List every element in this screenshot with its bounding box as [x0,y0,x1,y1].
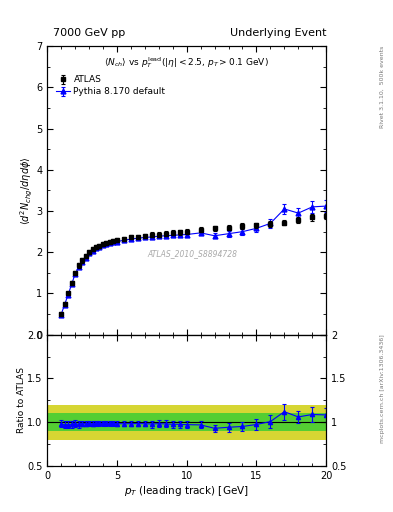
Legend: ATLAS, Pythia 8.170 default: ATLAS, Pythia 8.170 default [55,74,167,98]
Y-axis label: Ratio to ATLAS: Ratio to ATLAS [17,367,26,433]
Text: mcplots.cern.ch [arXiv:1306.3436]: mcplots.cern.ch [arXiv:1306.3436] [380,335,385,443]
Bar [47,413,326,431]
Y-axis label: $\langle d^2 N_{chg}/d\eta d\phi \rangle$: $\langle d^2 N_{chg}/d\eta d\phi \rangle… [18,156,35,225]
Text: Rivet 3.1.10,  500k events: Rivet 3.1.10, 500k events [380,46,385,129]
Text: ATLAS_2010_S8894728: ATLAS_2010_S8894728 [147,249,237,259]
Text: 7000 GeV pp: 7000 GeV pp [53,28,125,38]
X-axis label: $p_T$ (leading track) [GeV]: $p_T$ (leading track) [GeV] [124,483,249,498]
Text: $\langle N_{ch}\rangle$ vs $p_T^{\mathrm{lead}}$($|\eta|<2.5$, $p_T>0.1$ GeV): $\langle N_{ch}\rangle$ vs $p_T^{\mathrm… [104,55,269,70]
Bar [47,404,326,440]
Text: Underlying Event: Underlying Event [230,28,326,38]
